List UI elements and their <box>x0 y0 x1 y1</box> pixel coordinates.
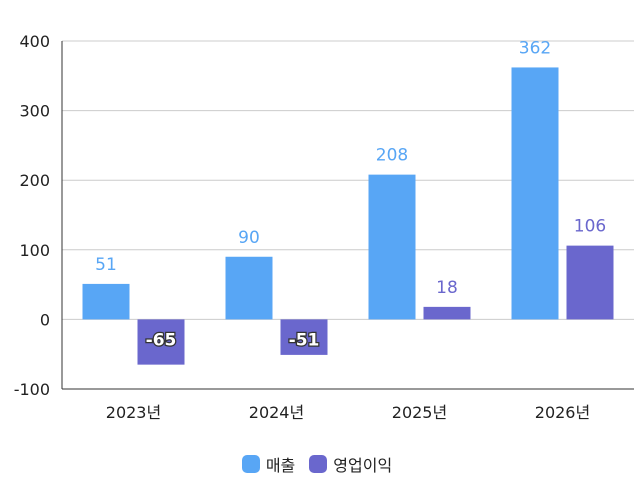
data-label: -65 <box>146 330 177 350</box>
y-tick-label: 200 <box>19 171 50 190</box>
data-label: 106 <box>574 217 606 237</box>
bar <box>225 256 273 320</box>
y-tick-label: 400 <box>19 32 50 51</box>
legend: 매출 영업이익 <box>0 452 634 476</box>
x-tick-label: 2026년 <box>535 403 590 422</box>
legend-swatch-operating-profit <box>309 455 328 473</box>
legend-swatch-revenue <box>241 455 260 473</box>
data-label: 51 <box>95 255 117 275</box>
y-tick-label: 300 <box>19 102 50 121</box>
data-label: 208 <box>376 146 408 166</box>
bar <box>566 245 614 320</box>
x-tick-label: 2025년 <box>392 403 447 422</box>
bar <box>280 319 328 355</box>
legend-item-operating-profit[interactable]: 영업이익 <box>309 452 392 476</box>
bar-chart: -100 0 100 200 300 400 51 -65 2023년 90 -51 2024년 208… <box>14 32 634 422</box>
data-label: 90 <box>238 228 260 248</box>
y-tick-label: -100 <box>14 380 50 399</box>
data-label: 362 <box>519 38 551 58</box>
legend-item-revenue[interactable]: 매출 <box>241 452 296 476</box>
x-tick-label: 2023년 <box>106 403 161 422</box>
legend-label-revenue: 매출 <box>265 456 296 475</box>
bar <box>137 319 185 365</box>
legend-label-operating-profit: 영업이익 <box>333 456 393 475</box>
data-label: 18 <box>436 278 458 298</box>
x-tick-label: 2024년 <box>249 403 304 422</box>
y-tick-label: 0 <box>40 310 50 329</box>
y-tick-label: 100 <box>19 241 50 260</box>
bar <box>82 283 130 320</box>
bar <box>368 174 416 320</box>
bar <box>423 306 471 320</box>
bar <box>511 67 559 320</box>
data-label: -51 <box>289 330 320 350</box>
